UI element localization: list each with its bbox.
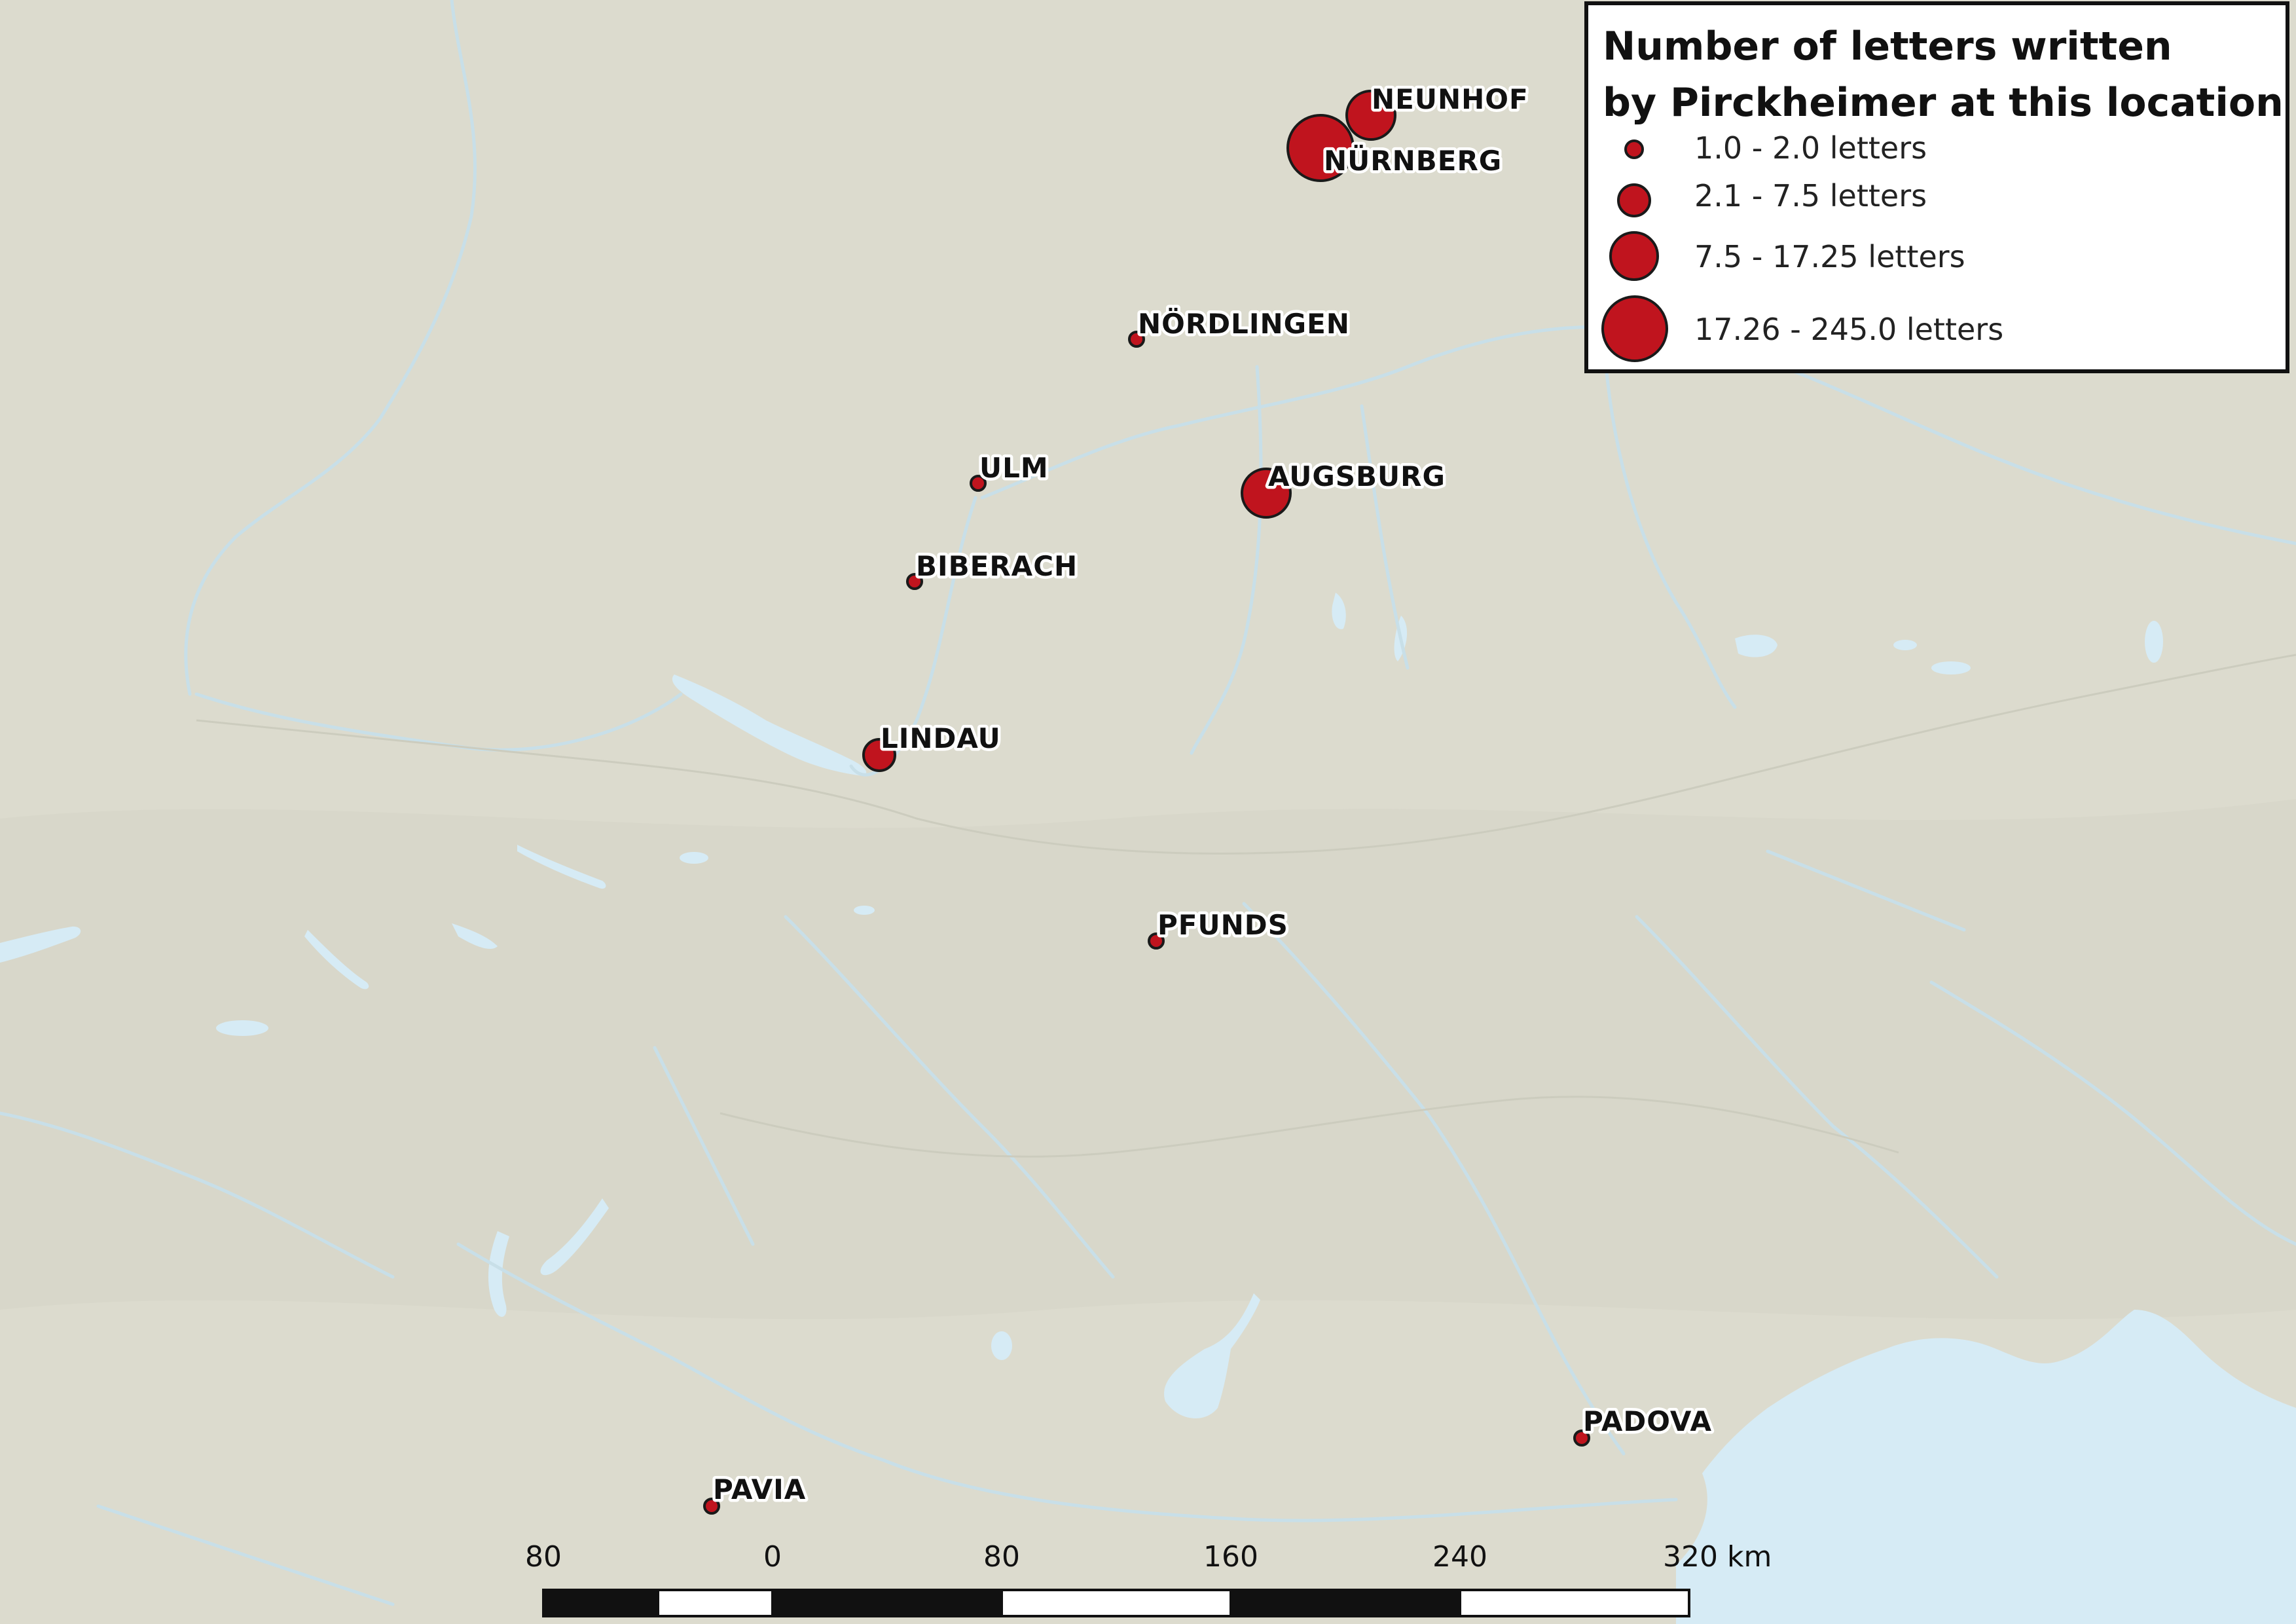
place-label-neunhof: NEUNHOF [1372, 83, 1529, 115]
place-marker-pfunds[interactable] [1148, 932, 1165, 950]
scale-bar-label-0: 80 [525, 1540, 562, 1574]
place-marker-neunhof[interactable] [1345, 90, 1396, 141]
chiemsee [1735, 635, 1777, 657]
place-label-lindau: LINDAU [881, 722, 1001, 754]
lake-geneva [0, 926, 81, 963]
scale-bar-segment-2 [1000, 1589, 1232, 1617]
scale-bar-segment-sub-2 [657, 1589, 774, 1617]
lake-garda [1164, 1293, 1260, 1419]
place-label-pavia: PAVIA [713, 1473, 806, 1505]
lake-lucerne [452, 923, 498, 950]
place-marker-lindau[interactable] [862, 738, 896, 772]
scale-bar-segment-3 [1230, 1589, 1461, 1617]
place-marker-ulm[interactable] [970, 475, 987, 492]
lake-maggiore [488, 1231, 509, 1317]
lake-como [540, 1198, 609, 1276]
scale-bar-label-1: 0 [763, 1540, 782, 1574]
legend-symbol-size-4 [1601, 295, 1668, 362]
scale-bar-segment-4 [1459, 1589, 1690, 1617]
adriatic-sea [1676, 1310, 2296, 1624]
legend-symbol-size-3 [1609, 231, 1659, 281]
place-label-nurnberg: NÜRNBERG [1324, 144, 1502, 177]
place-label-ulm: ULM [979, 452, 1049, 484]
small-lakes [216, 621, 2163, 1360]
legend: Number of letters written by Pirckheimer… [1584, 1, 2289, 373]
ammersee [1332, 593, 1346, 629]
legend-title-line-1: Number of letters written [1603, 24, 2172, 69]
legend-label-2: 2.1 - 7.5 letters [1694, 178, 1927, 213]
place-marker-augsburg[interactable] [1241, 468, 1292, 519]
place-marker-nurnberg[interactable] [1286, 114, 1355, 182]
lake-zurich [517, 845, 606, 889]
place-marker-nordlingen[interactable] [1128, 331, 1145, 348]
legend-label-4: 17.26 - 245.0 letters [1694, 312, 2004, 347]
place-label-padova: PADOVA [1583, 1405, 1712, 1437]
legend-label-3: 7.5 - 17.25 letters [1694, 239, 1965, 274]
terrain-shading [0, 799, 2296, 1320]
legend-label-1: 1.0 - 2.0 letters [1694, 130, 1927, 166]
place-label-augsburg: AUGSBURG [1268, 460, 1446, 492]
scale-bar-label-4: 240 [1432, 1540, 1487, 1574]
legend-title: Number of letters written by Pirckheimer… [1603, 18, 2284, 131]
scale-bar-label-3: 160 [1203, 1540, 1258, 1574]
place-marker-biberach[interactable] [906, 573, 923, 590]
place-marker-pavia[interactable] [703, 1498, 720, 1515]
scale-bar: 80 0 80 160 240 320 km [525, 1540, 1772, 1617]
places-layer: NEUNHOF NÜRNBERG NÖRDLINGEN ULM AUGSBURG BIBE… [703, 81, 1715, 1515]
scale-bar-segment-sub-1 [543, 1590, 658, 1616]
place-marker-padova[interactable] [1573, 1430, 1590, 1447]
place-label-biberach: BIBERACH [916, 550, 1078, 582]
lake-neuchatel [304, 930, 369, 989]
scale-bar-label-5: 320 km [1663, 1540, 1772, 1574]
lake-constance [672, 674, 867, 776]
legend-symbol-size-2 [1617, 183, 1651, 217]
legend-title-line-2: by Pirckheimer at this location [1603, 80, 2284, 126]
scale-bar-segment-1 [771, 1589, 1003, 1617]
country-borders [196, 654, 2296, 1158]
scale-bar-label-2: 80 [983, 1540, 1020, 1574]
place-label-nordlingen: NÖRDLINGEN [1138, 307, 1350, 340]
place-label-pfunds: PFUNDS [1157, 909, 1288, 941]
legend-symbol-size-1 [1624, 139, 1644, 159]
